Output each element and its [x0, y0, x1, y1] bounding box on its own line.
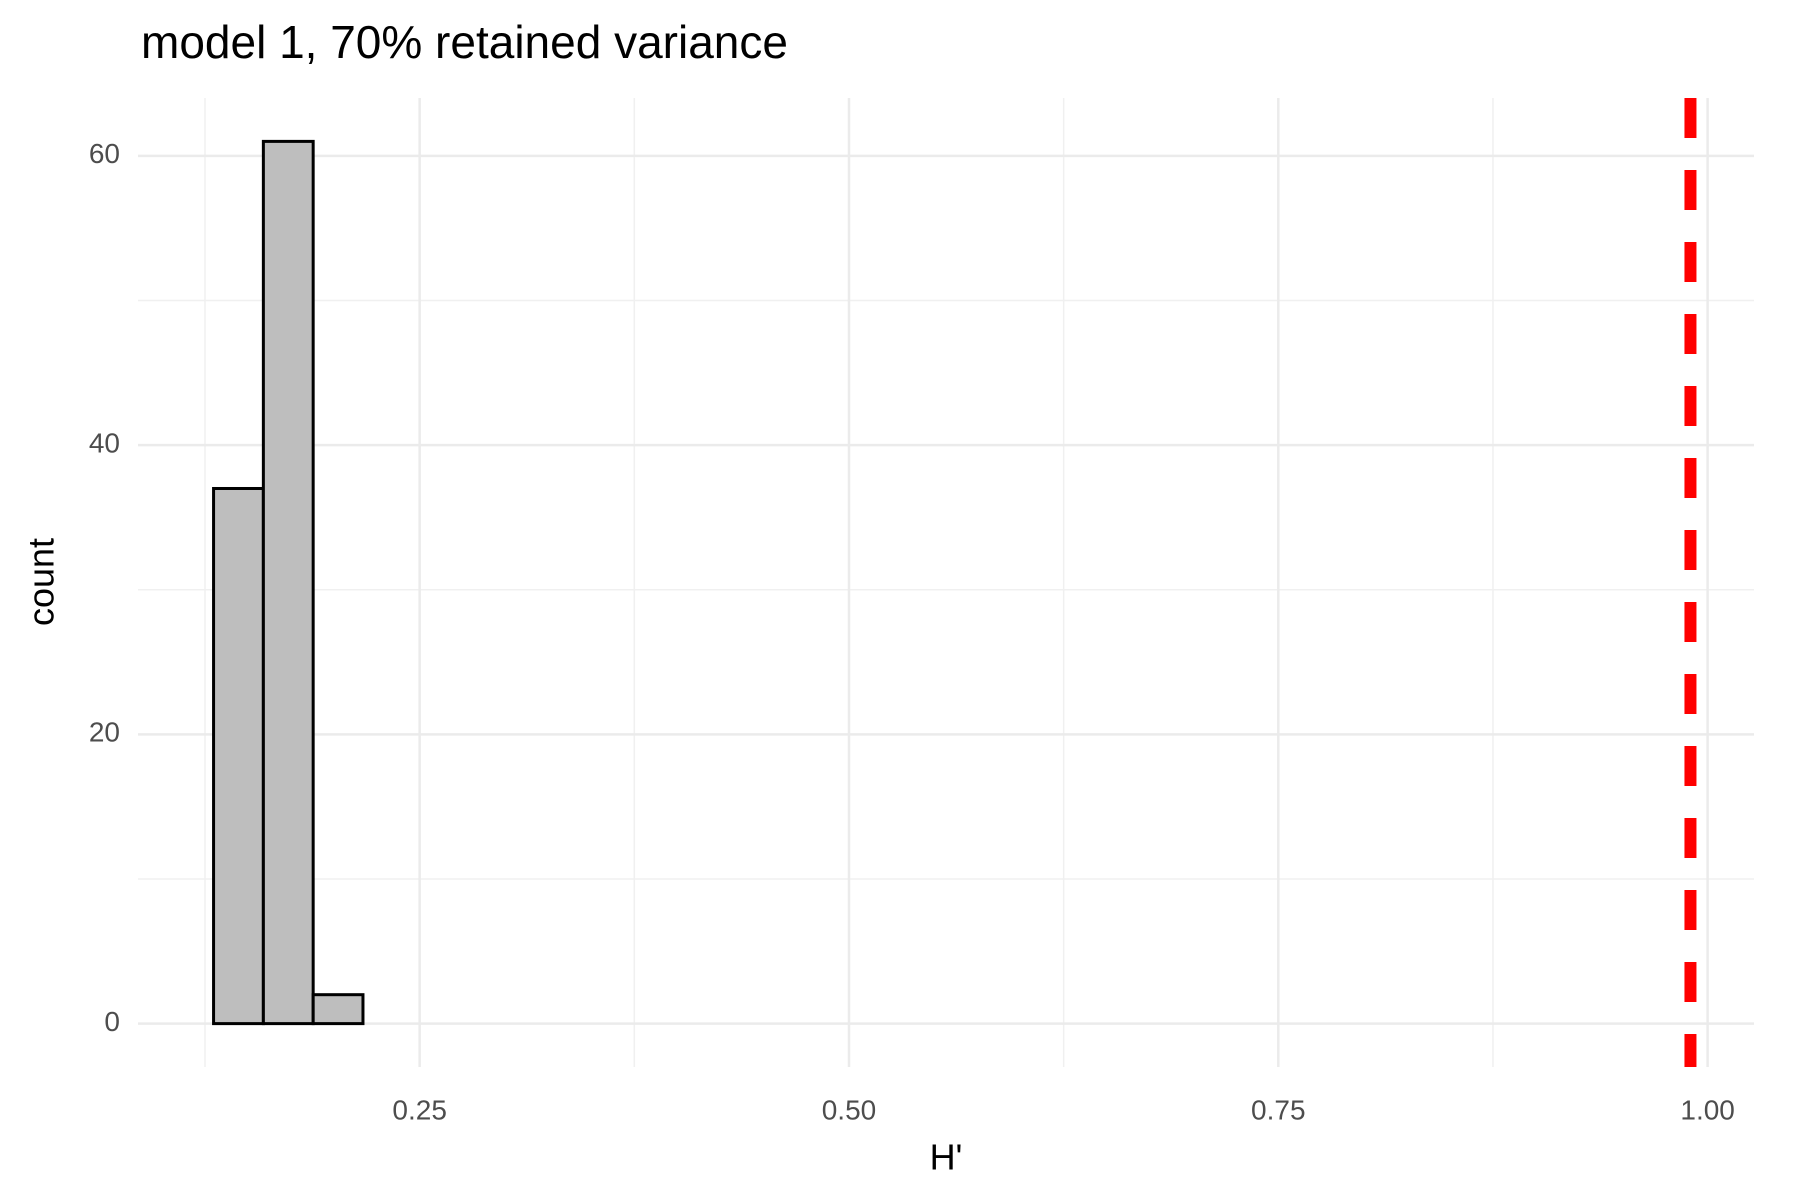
y-tick-label: 0 [104, 1006, 120, 1037]
y-tick-label: 40 [89, 427, 120, 458]
x-tick-label: 0.50 [822, 1094, 877, 1125]
x-axis-title: H' [930, 1137, 963, 1178]
y-tick-label: 60 [89, 138, 120, 169]
bar [261, 139, 315, 1026]
x-tick-label: 1.00 [1680, 1094, 1735, 1125]
x-tick-label: 0.75 [1251, 1094, 1306, 1125]
bar [212, 486, 265, 1026]
y-tick-label: 20 [89, 717, 120, 748]
chart-title: model 1, 70% retained variance [141, 16, 788, 68]
x-tick-label: 0.25 [392, 1094, 447, 1125]
bar [311, 993, 365, 1026]
y-axis-title: count [21, 538, 62, 626]
